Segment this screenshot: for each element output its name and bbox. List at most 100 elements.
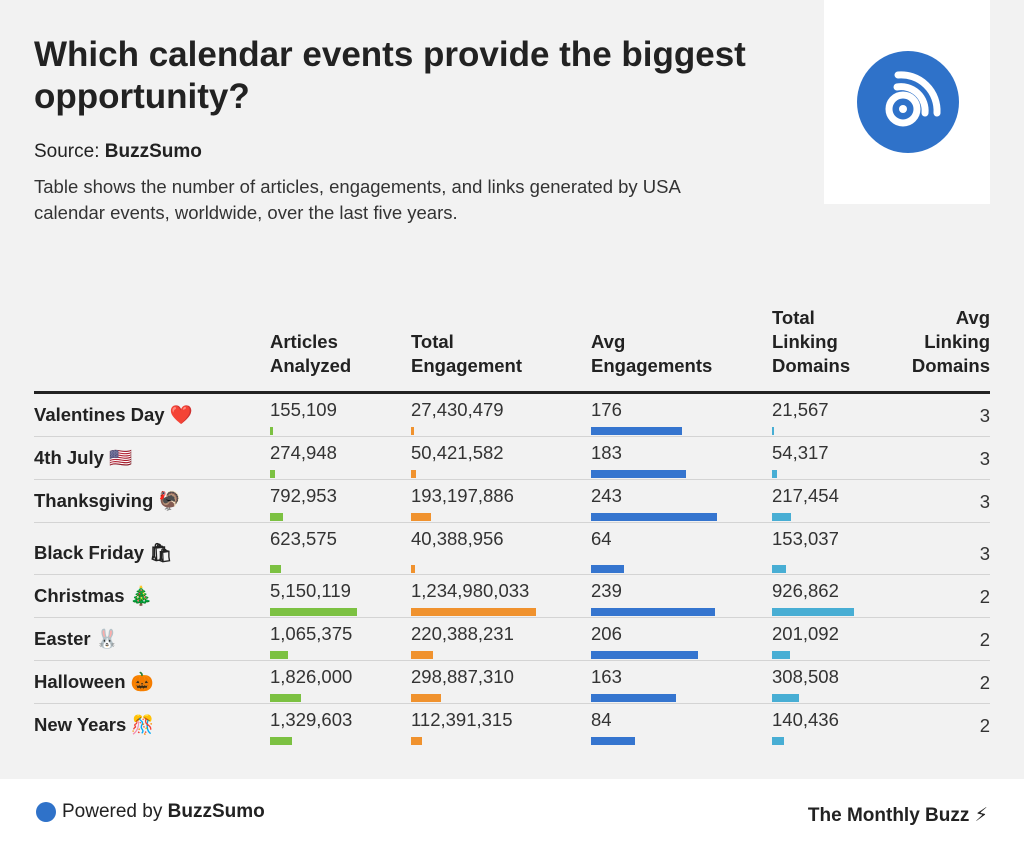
- cell-avg_linking: 3: [979, 543, 990, 564]
- cell-avg_linking: 3: [979, 491, 990, 512]
- cell-engagement: 1,234,980,033: [411, 580, 530, 601]
- bar-articles: [270, 427, 273, 435]
- cell-avg_linking: 2: [979, 586, 990, 607]
- cell-avg_linking: 3: [979, 448, 990, 469]
- cell-engagement: 220,388,231: [411, 623, 514, 644]
- cell-engagement: 112,391,315: [411, 709, 513, 730]
- cell-engagement: 27,430,479: [411, 399, 504, 420]
- bar-engagement: [411, 565, 416, 573]
- cell-linking: 217,454: [772, 485, 839, 506]
- cell-articles: 155,109: [270, 399, 337, 420]
- cell-articles: 1,826,000: [270, 666, 353, 687]
- rss-icon: [857, 51, 959, 153]
- bar-linking: [772, 470, 777, 478]
- column-header-linking: Total Linking Domains: [772, 307, 851, 376]
- bar-articles: [270, 470, 275, 478]
- bar-articles: [270, 513, 284, 521]
- logo-panel: [824, 0, 990, 204]
- row-label: Thanksgiving 🦃: [34, 490, 182, 511]
- cell-avg_linking: 2: [979, 715, 990, 736]
- cell-avg_linking: 2: [979, 629, 990, 650]
- cell-avg_engagements: 239: [591, 580, 622, 601]
- column-header-engagement: Total Engagement: [411, 331, 523, 376]
- row-separator: [34, 574, 990, 575]
- footer: Powered by BuzzSumo The Monthly Buzz ⚡: [0, 779, 1024, 850]
- cell-linking: 201,092: [772, 623, 839, 644]
- buzzsumo-dot-icon: [36, 802, 56, 822]
- powered-by: Powered by BuzzSumo: [62, 801, 265, 823]
- bar-avg_engagements: [591, 694, 676, 702]
- bar-avg_engagements: [591, 470, 686, 478]
- cell-articles: 792,953: [270, 485, 337, 506]
- cell-articles: 623,575: [270, 528, 337, 549]
- bar-engagement: [411, 651, 434, 659]
- cell-articles: 274,948: [270, 442, 337, 463]
- cell-avg_linking: 2: [979, 672, 990, 693]
- cell-avg_engagements: 206: [591, 623, 622, 644]
- cell-avg_engagements: 176: [591, 399, 622, 420]
- source-name: BuzzSumo: [104, 141, 202, 162]
- bar-linking: [772, 513, 792, 521]
- powered-by-label: Powered by: [62, 801, 163, 822]
- row-label: Easter 🐰: [34, 628, 119, 649]
- bar-linking: [772, 694, 800, 702]
- source-line: Source: BuzzSumo: [34, 141, 202, 163]
- cell-articles: 5,150,119: [270, 580, 351, 601]
- cell-linking: 926,862: [772, 580, 839, 601]
- row-separator: [34, 617, 990, 618]
- bar-avg_engagements: [591, 513, 717, 521]
- header-rule: [34, 391, 990, 394]
- row-separator: [34, 479, 990, 480]
- cell-avg_linking: 3: [979, 405, 990, 426]
- row-label: Valentines Day ❤️: [34, 404, 193, 425]
- row-separator: [34, 703, 990, 704]
- column-header-avg_linking: Avg Linking Domains: [911, 307, 990, 376]
- cell-avg_engagements: 183: [591, 442, 622, 463]
- row-label: New Years 🎊: [34, 714, 155, 735]
- row-separator: [34, 660, 990, 661]
- bar-engagement: [411, 470, 417, 478]
- page-title: Which calendar events provide the bigges…: [34, 35, 746, 116]
- bar-avg_engagements: [591, 565, 625, 573]
- bar-articles: [270, 651, 288, 659]
- row-label: 4th July 🇺🇸: [34, 447, 133, 468]
- bar-articles: [270, 694, 301, 702]
- cell-avg_engagements: 84: [591, 709, 612, 730]
- bar-avg_engagements: [591, 651, 698, 659]
- bar-linking: [772, 427, 774, 435]
- newsletter-name: The Monthly Buzz ⚡: [807, 805, 988, 826]
- cell-engagement: 298,887,310: [411, 666, 514, 687]
- cell-articles: 1,329,603: [270, 709, 353, 730]
- bar-linking: [772, 737, 785, 745]
- bar-engagement: [411, 694, 442, 702]
- cell-engagement: 50,421,582: [411, 442, 504, 463]
- cell-linking: 21,567: [772, 399, 829, 420]
- cell-articles: 1,065,375: [270, 623, 353, 644]
- row-separator: [34, 436, 990, 437]
- bar-engagement: [411, 737, 423, 745]
- cell-avg_engagements: 243: [591, 485, 622, 506]
- bar-engagement: [411, 427, 414, 435]
- bar-avg_engagements: [591, 427, 683, 435]
- row-label: Black Friday 🛍: [34, 542, 173, 563]
- cell-linking: 54,317: [772, 442, 829, 463]
- cell-engagement: 193,197,886: [411, 485, 514, 506]
- cell-linking: 153,037: [772, 528, 839, 549]
- bar-linking: [772, 608, 854, 616]
- description: Table shows the number of articles, enga…: [34, 176, 680, 223]
- bar-linking: [772, 565, 786, 573]
- bar-avg_engagements: [591, 737, 635, 745]
- row-label: Christmas 🎄: [34, 585, 153, 606]
- cell-linking: 308,508: [772, 666, 839, 687]
- column-header-avg_engagements: Avg Engagements: [591, 331, 713, 376]
- bar-articles: [270, 565, 281, 573]
- cell-avg_engagements: 64: [591, 528, 612, 549]
- bar-linking: [772, 651, 790, 659]
- row-separator: [34, 522, 990, 523]
- cell-avg_engagements: 163: [591, 666, 622, 687]
- cell-linking: 140,436: [772, 709, 839, 730]
- source-label: Source:: [34, 141, 100, 162]
- bar-engagement: [411, 513, 431, 521]
- row-label: Halloween 🎃: [34, 671, 154, 692]
- bar-articles: [270, 737, 293, 745]
